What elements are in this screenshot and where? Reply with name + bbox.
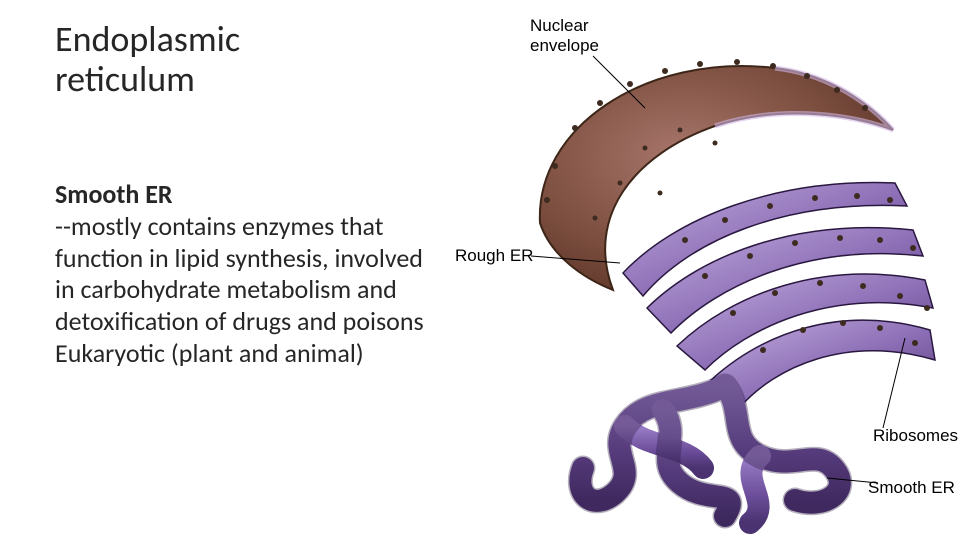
desc-line-4: detoxification of drugs and poisons — [55, 306, 475, 338]
er-diagram: Nuclear envelope Rough ER Ribosomes Smoo… — [475, 8, 955, 538]
rough-er-stack — [623, 183, 935, 406]
label-nuclear-envelope: Nuclear envelope — [530, 16, 599, 55]
smooth-er-heading: Smooth ER — [55, 179, 475, 211]
desc-line-2: function in lipid synthesis, involved — [55, 243, 475, 275]
label-rough-er: Rough ER — [455, 246, 533, 266]
desc-line-5: Eukaryotic (plant and animal) — [55, 338, 475, 370]
desc-line-1: --mostly contains enzymes that — [55, 211, 475, 243]
label-ribosomes: Ribosomes — [873, 426, 958, 446]
diagram-column: Nuclear envelope Rough ER Ribosomes Smoo… — [475, 0, 960, 540]
label-smooth-er: Smooth ER — [868, 478, 955, 498]
er-illustration — [475, 8, 955, 538]
title-line-1: Endoplasmic — [55, 17, 240, 61]
label-nuclear-envelope-l2: envelope — [530, 36, 599, 55]
body-text: Smooth ER --mostly contains enzymes that… — [55, 179, 475, 369]
slide-root: Endoplasmic reticulum Smooth ER --mostly… — [0, 0, 960, 540]
text-column: Endoplasmic reticulum Smooth ER --mostly… — [0, 0, 475, 540]
title-line-2: reticulum — [55, 57, 195, 101]
slide-title: Endoplasmic reticulum — [55, 20, 475, 99]
smooth-er-outline — [580, 386, 840, 516]
label-nuclear-envelope-l1: Nuclear — [530, 16, 589, 35]
desc-line-3: in carbohydrate metabolism and — [55, 274, 475, 306]
